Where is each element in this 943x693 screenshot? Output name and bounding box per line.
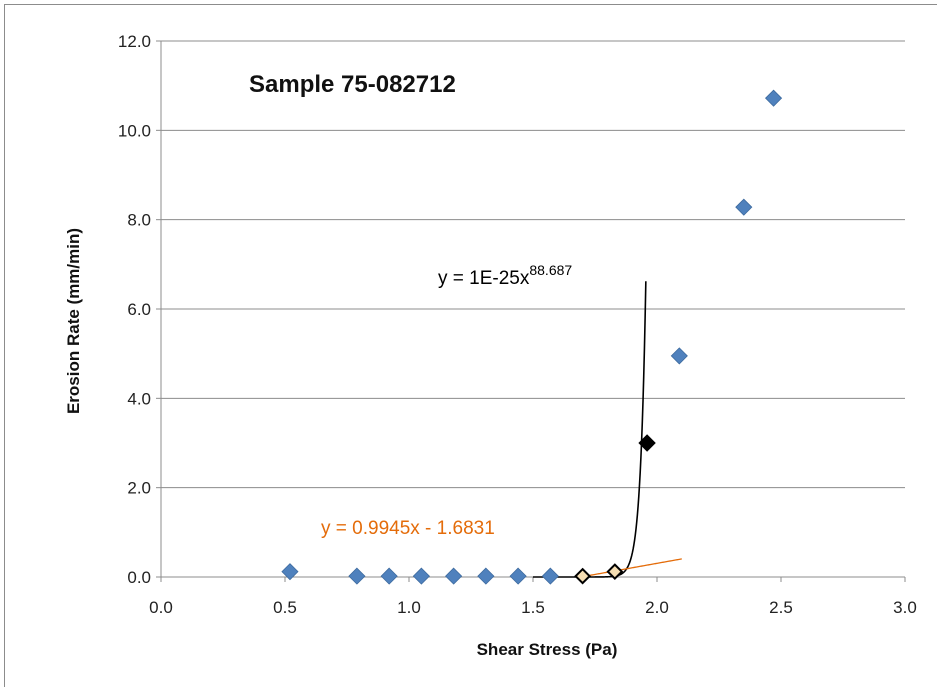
y-tick-label: 10.0 xyxy=(118,121,151,140)
linear-trendline xyxy=(580,558,682,578)
y-tick-label: 0.0 xyxy=(127,568,151,587)
data-point xyxy=(638,434,656,452)
data-point xyxy=(574,567,592,585)
x-axis-title: Shear Stress (Pa) xyxy=(477,640,618,659)
data-point xyxy=(606,563,624,581)
data-point xyxy=(735,198,753,216)
y-tick-label: 8.0 xyxy=(127,211,151,230)
x-tick-label: 1.5 xyxy=(521,598,545,617)
data-point xyxy=(445,567,463,585)
data-point xyxy=(670,347,688,365)
data-point xyxy=(348,567,366,585)
x-tick-label: 2.5 xyxy=(769,598,793,617)
y-tick-label: 12.0 xyxy=(118,32,151,51)
y-tick-label: 4.0 xyxy=(127,389,151,408)
y-tick-labels: 0.0 2.0 4.0 6.0 8.0 10.0 12.0 xyxy=(118,32,151,587)
power-equation-base: y = 1E-25x xyxy=(438,268,530,289)
data-point xyxy=(509,567,527,585)
y-tick-label: 6.0 xyxy=(127,300,151,319)
chart-frame: 0.0 2.0 4.0 6.0 8.0 10.0 12.0 0.0 0.5 1.0 1.5 2.0 2… xyxy=(4,4,938,688)
data-point xyxy=(477,567,495,585)
data-point xyxy=(764,89,783,107)
data-point xyxy=(412,567,430,585)
data-point xyxy=(541,567,559,585)
power-trendline-equation: y = 1E-25x88.687 xyxy=(438,262,572,289)
chart-title: Sample 75-082712 xyxy=(249,71,456,98)
data-point xyxy=(281,563,299,581)
power-equation-exponent: 88.687 xyxy=(529,262,572,278)
gridlines xyxy=(161,40,905,489)
x-tick-labels: 0.0 0.5 1.0 1.5 2.0 2.5 3.0 xyxy=(149,598,917,617)
x-tick-label: 1.0 xyxy=(397,598,421,617)
x-tick-label: 0.0 xyxy=(149,598,173,617)
data-point xyxy=(380,567,398,585)
data-points xyxy=(281,89,783,585)
linear-trendline-equation: y = 0.9945x - 1.6831 xyxy=(321,518,495,539)
scatter-chart: 0.0 2.0 4.0 6.0 8.0 10.0 12.0 0.0 0.5 1.0 1.5 2.0 2… xyxy=(5,5,938,688)
y-axis-title: Erosion Rate (mm/min) xyxy=(64,228,83,414)
y-tick-label: 2.0 xyxy=(127,479,151,498)
x-tick-label: 2.0 xyxy=(645,598,669,617)
x-tick-label: 3.0 xyxy=(893,598,917,617)
x-tick-label: 0.5 xyxy=(273,598,297,617)
